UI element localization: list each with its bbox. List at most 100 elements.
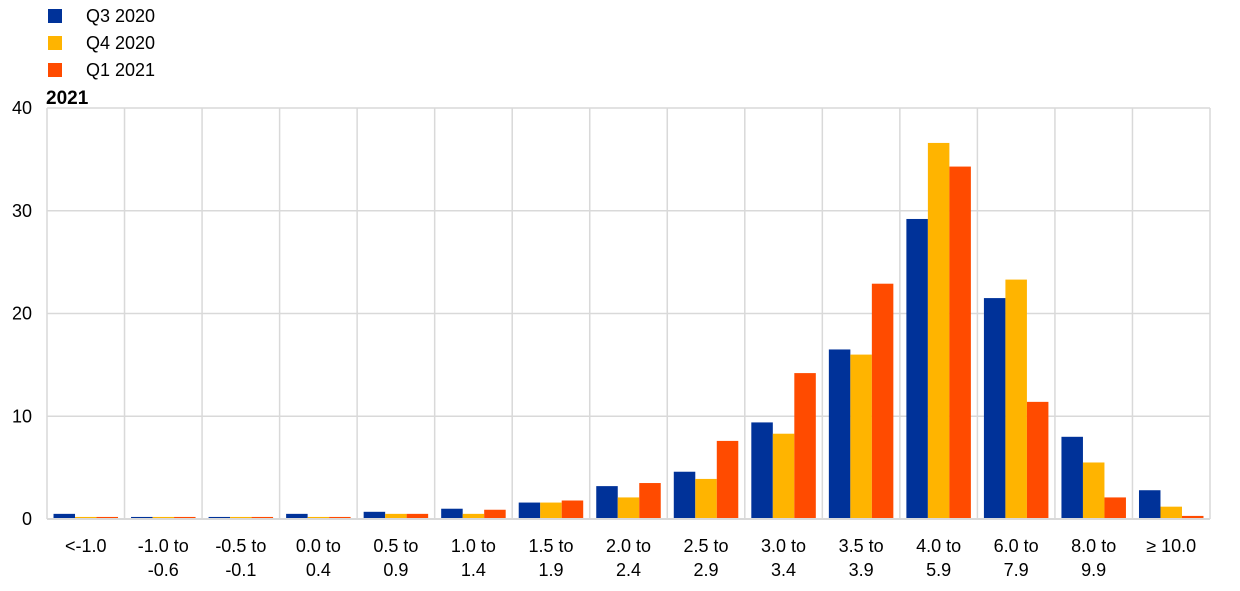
legend-item-q3-2020: Q3 2020 <box>48 2 155 29</box>
bar-q3-2020-2 <box>208 516 231 519</box>
x-tick-label-6: 1.5 to 1.9 <box>528 536 573 580</box>
bar-q1-2021-8 <box>716 440 739 519</box>
bar-q4-2020-12 <box>1005 279 1027 519</box>
x-tick-label-line: 1.5 to <box>528 536 573 556</box>
x-tick-label-line: 2.9 <box>694 560 719 580</box>
x-tick-label-7: 2.0 to 2.4 <box>606 536 651 580</box>
x-tick-label-line: 0.0 to <box>296 536 341 556</box>
bar-q1-2021-10 <box>871 283 894 519</box>
x-tick-label-line: 1.9 <box>538 560 563 580</box>
bar-q3-2020-0 <box>53 513 76 519</box>
x-tick-label-3: 0.0 to 0.4 <box>296 536 341 580</box>
bar-q3-2020-14 <box>1138 490 1161 519</box>
bar-q4-2020-1 <box>152 516 175 519</box>
x-tick-label-12: 6.0 to 7.9 <box>994 536 1039 580</box>
chart-legend: Q3 2020 Q4 2020 Q1 2021 <box>48 2 155 83</box>
bar-q3-2020-8 <box>673 471 696 519</box>
x-tick-label-line: 0.5 to <box>373 536 418 556</box>
x-tick-label-2: -0.5 to -0.1 <box>215 536 266 580</box>
bar-q1-2021-5 <box>484 509 506 519</box>
bar-q3-2020-5 <box>441 508 463 519</box>
x-tick-label-line: -0.1 <box>225 560 256 580</box>
x-tick-label-10: 3.5 to 3.9 <box>839 536 884 580</box>
x-tick-label-5: 1.0 to 1.4 <box>451 536 496 580</box>
bar-q3-2020-4 <box>363 511 386 519</box>
bar-q1-2021-1 <box>174 516 196 519</box>
x-tick-label-1: -1.0 to -0.6 <box>138 536 189 580</box>
x-tick-label-line: -1.0 to <box>138 536 189 556</box>
bar-q3-2020-10 <box>828 349 851 519</box>
legend-item-q1-2021: Q1 2021 <box>48 56 155 83</box>
bar-q3-2020-7 <box>596 486 618 519</box>
bar-q1-2021-11 <box>949 166 971 519</box>
bar-q1-2021-14 <box>1181 515 1204 519</box>
x-tick-label-8: 2.5 to 2.9 <box>684 536 729 580</box>
legend-label-q3-2020: Q3 2020 <box>86 5 156 26</box>
y-tick-label-40: 40 <box>12 98 32 118</box>
x-tick-label-9: 3.0 to 3.4 <box>761 536 806 580</box>
x-tick-label-line: 2.5 to <box>684 536 729 556</box>
bar-q3-2020-3 <box>286 513 308 519</box>
y-tick-label-30: 30 <box>12 201 32 221</box>
y-tick-label-0: 0 <box>22 509 32 529</box>
bar-q4-2020-14 <box>1160 506 1182 519</box>
x-tick-label-line: 3.9 <box>849 560 874 580</box>
x-tick-label-13: 8.0 to 9.9 <box>1071 536 1116 580</box>
x-tick-label-14: ≥ 10.0 <box>1146 536 1196 556</box>
x-tick-label-line: 5.9 <box>926 560 951 580</box>
bar-q3-2020-1 <box>131 516 153 519</box>
bar-q3-2020-11 <box>906 218 928 519</box>
bar-q1-2021-13 <box>1104 497 1126 519</box>
legend-swatch-q4-2020 <box>48 35 62 50</box>
bar-q4-2020-10 <box>850 354 872 519</box>
x-tick-label-line: 4.0 to <box>916 536 961 556</box>
x-tick-label-line: 8.0 to <box>1071 536 1116 556</box>
x-tick-label-line: 0.9 <box>383 560 408 580</box>
bar-q3-2020-6 <box>518 502 541 519</box>
bar-q4-2020-9 <box>772 433 795 519</box>
bar-q1-2021-2 <box>251 516 274 519</box>
bar-q4-2020-2 <box>230 516 252 519</box>
bar-q1-2021-12 <box>1026 401 1049 519</box>
bar-q3-2020-13 <box>1061 436 1083 519</box>
bar-q4-2020-0 <box>75 516 97 519</box>
bar-q4-2020-7 <box>617 497 640 519</box>
legend-label-q4-2020: Q4 2020 <box>86 32 156 53</box>
bar-q4-2020-6 <box>540 502 562 519</box>
x-tick-label-line: 9.9 <box>1081 560 1106 580</box>
x-tick-label-line: <-1.0 <box>65 536 107 556</box>
chart-title: 2021 <box>46 88 89 109</box>
x-tick-label-line: 1.0 to <box>451 536 496 556</box>
x-tick-label-4: 0.5 to 0.9 <box>373 536 418 580</box>
legend-label-q1-2021: Q1 2021 <box>86 59 156 80</box>
x-tick-label-0: <-1.0 <box>65 536 107 556</box>
x-tick-label-11: 4.0 to 5.9 <box>916 536 961 580</box>
x-tick-label-line: 1.4 <box>461 560 486 580</box>
x-tick-label-line: -0.5 to <box>215 536 266 556</box>
bar-q4-2020-13 <box>1082 462 1105 519</box>
bar-q3-2020-9 <box>751 422 773 519</box>
bar-q1-2021-7 <box>639 483 661 519</box>
bar-q4-2020-11 <box>927 142 950 519</box>
x-tick-label-line: 2.0 to <box>606 536 651 556</box>
legend-item-q4-2020: Q4 2020 <box>48 29 155 56</box>
bar-q1-2021-6 <box>561 500 584 519</box>
bar-q1-2021-9 <box>794 373 816 519</box>
x-tick-label-line: -0.6 <box>148 560 179 580</box>
bar-q1-2021-4 <box>406 513 429 519</box>
x-tick-label-line: 3.5 to <box>839 536 884 556</box>
x-tick-label-line: 7.9 <box>1004 560 1029 580</box>
x-tick-label-line: 3.4 <box>771 560 796 580</box>
y-tick-label-10: 10 <box>12 406 32 426</box>
bar-q1-2021-0 <box>96 516 119 519</box>
x-tick-label-line: 0.4 <box>306 560 331 580</box>
x-tick-label-line: 2.4 <box>616 560 641 580</box>
x-tick-label-line: ≥ 10.0 <box>1146 536 1196 556</box>
bar-q3-2020-12 <box>983 298 1006 519</box>
y-tick-label-20: 20 <box>12 304 32 324</box>
bar-q1-2021-3 <box>329 516 351 519</box>
legend-swatch-q1-2021 <box>48 62 62 77</box>
x-tick-label-line: 3.0 to <box>761 536 806 556</box>
x-tick-label-line: 6.0 to <box>994 536 1039 556</box>
